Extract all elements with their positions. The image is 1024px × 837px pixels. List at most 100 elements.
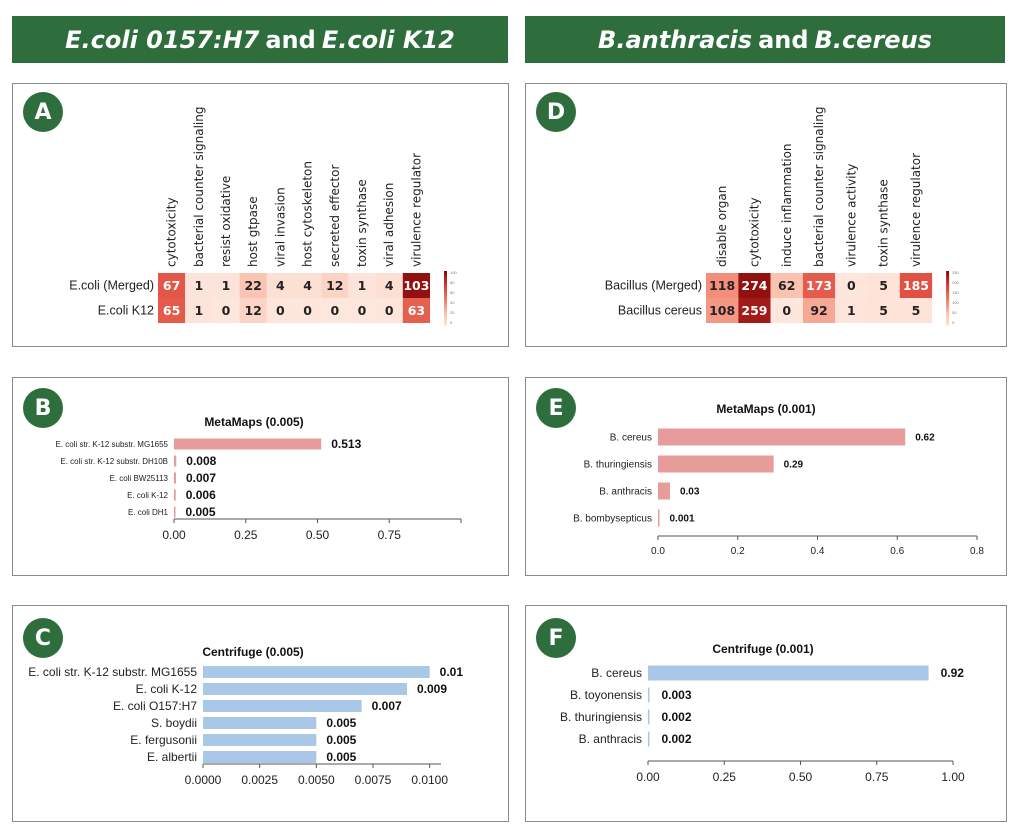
heatmap-cell [266,273,294,298]
colorbar-segment [444,271,447,275]
heatmap-column-label: virulence regulator [409,153,423,267]
bar-value-label: 0.005 [326,750,356,764]
colorbar-segment [444,287,447,291]
x-tick-label: 0.75 [378,528,402,542]
heatmap-cell-value: 1 [358,278,367,293]
heatmap-column-label: cytotoxicity [165,197,179,267]
heatmap-cell [239,273,267,298]
colorbar-segment [444,311,447,315]
heatmap-cell-value: 0 [330,303,339,318]
bar-chart-e: MetaMaps (0.001) B. cereus 0.62 B. thuringi… [573,402,984,557]
colorbar-segment [444,281,447,285]
bar-value-label: 0.002 [662,732,692,746]
heatmap-cell [738,298,771,323]
category-label: E. albertii [147,750,197,764]
heatmap-cell [402,298,430,323]
heatmap-cell [185,298,213,323]
colorbar-segment [444,279,447,283]
bar [174,506,176,518]
category-label: E. coli K-12 [136,682,198,696]
header-bacillus-species-a: B.anthracis [598,25,753,54]
bar-chart-b: MetaMaps (0.005) E. coli str. K-12 substr… [56,415,462,542]
heatmap-cell [321,273,349,298]
bar [648,731,650,747]
heatmap-cell-value: 5 [879,303,888,318]
colorbar-segment [946,295,950,299]
colorbar-tick-label: 0 [450,320,453,325]
heatmap-column-label: viral adhesion [382,183,396,267]
heatmap-cell [375,298,403,323]
x-tick-label: 0.0075 [355,773,392,787]
heatmap-cell [212,273,240,298]
colorbar-segment [444,314,447,318]
bar [203,666,430,678]
heatmap-column-label: disable organ [715,186,729,267]
heatmap-cell [294,298,322,323]
heatmap-column-label: toxin synthase [877,179,891,267]
heatmap-cell [212,298,240,323]
heatmap-cell [899,273,933,298]
colorbar-tick-label: 150 [952,290,959,295]
category-label: E. coli str. K-12 substr. MG1655 [56,440,169,449]
colorbar-tick-label: 20 [450,310,455,315]
heatmap-column-label: resist oxidative [219,176,233,267]
category-label: B. cereus [610,433,652,444]
colorbar-segment [946,287,950,291]
bar [174,438,322,450]
heatmap-cell [266,298,294,323]
heatmap-cell [867,273,900,298]
bar-value-label: 0.001 [670,514,695,525]
chart-title: Centrifuge (0.001) [712,642,813,656]
heatmap-cell [899,298,933,323]
colorbar-segment [946,322,950,326]
heatmap-row-label: E.coli K12 [98,304,154,318]
colorbar-segment [946,316,950,321]
heatmap-cell [321,298,349,323]
bar-value-label: 0.005 [186,505,216,519]
heatmap-cell-value: 0 [782,303,791,318]
colorbar-segment [444,303,447,307]
header-ecoli: E.coli 0157:H7 and E.coli K12 [12,16,508,63]
heatmap-cell-value: 0 [276,303,285,318]
colorbar-segment [444,322,447,326]
heatmap-column-label: cytotoxicity [747,197,761,267]
colorbar-segment [946,298,950,302]
heatmap-cell [185,273,213,298]
heatmap-row-label: Bacillus (Merged) [605,279,702,293]
colorbar-segment [444,319,447,323]
category-label: E. coli str. K-12 substr. MG1655 [28,665,197,679]
heatmap-cell-value: 259 [741,303,767,318]
bar-value-label: 0.92 [941,666,965,680]
heatmap-cell [402,273,430,298]
colorbar-segment [444,298,447,302]
colorbar-segment [444,300,447,304]
category-label: B. thuringiensis [584,460,652,471]
heatmap-column-label: toxin synthase [355,179,369,267]
bar [203,683,407,695]
bar-value-label: 0.005 [326,716,356,730]
header-ecoli-strain-b: E.coli K12 [321,25,455,54]
heatmap-cell-value: 185 [903,278,929,293]
colorbar-segment [946,273,950,277]
heatmap-d: disable organ cytotoxicity induce inflamma… [605,107,960,326]
bar [658,509,660,527]
colorbar-tick-label: 50 [952,310,957,315]
x-tick-label: 0.75 [865,770,889,784]
heatmap-cell-value: 62 [778,278,795,293]
bar-chart-c: Centrifuge (0.005) E. coli str. K-12 subs… [28,645,463,787]
heatmap-cell-value: 118 [709,278,735,293]
x-tick-label: 0.0025 [241,773,278,787]
category-label: B. anthracis [579,732,642,746]
heatmap-cell-value: 4 [385,278,394,293]
bar [203,734,317,746]
heatmap-cell [706,298,739,323]
bar-value-label: 0.002 [662,710,692,724]
badge-e: E [536,388,576,428]
heatmap-cell [835,273,868,298]
category-label: B. anthracis [599,487,652,498]
heatmap-cell-value: 12 [244,303,261,318]
panel-c-centrifuge: C Centrifuge (0.005) E. coli str. K-12 su… [12,605,509,822]
bar [203,717,317,729]
bar [648,687,650,703]
heatmap-column-label: virulence activity [844,164,858,267]
